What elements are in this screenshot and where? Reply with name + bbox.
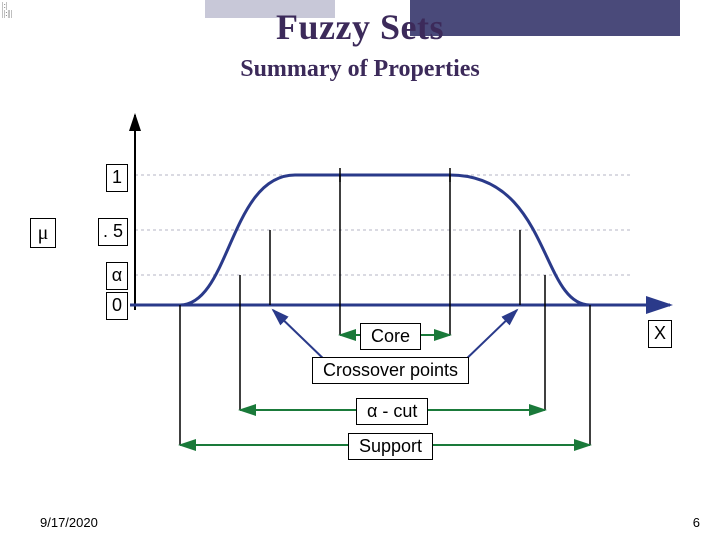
alpha-cut-label: α - cut bbox=[356, 398, 428, 425]
crossover-label: Crossover points bbox=[312, 357, 469, 384]
support-label: Support bbox=[348, 433, 433, 460]
footer-page-number: 6 bbox=[693, 515, 700, 530]
y-tick-0: 0 bbox=[106, 292, 128, 320]
fuzzy-set-diagram: 1 . 5 α 0 μ X Core Crossover points α - … bbox=[30, 110, 690, 480]
core-label: Core bbox=[360, 323, 421, 350]
y-tick-05: . 5 bbox=[98, 218, 128, 246]
slide-title: Fuzzy Sets bbox=[0, 6, 720, 48]
footer-date: 9/17/2020 bbox=[40, 515, 98, 530]
membership-curve bbox=[135, 175, 630, 305]
y-tick-alpha: α bbox=[106, 262, 128, 290]
slide-subtitle: Summary of Properties bbox=[0, 56, 720, 83]
y-tick-1: 1 bbox=[106, 164, 128, 192]
x-axis-label: X bbox=[648, 320, 672, 348]
mu-axis-label: μ bbox=[30, 218, 56, 248]
